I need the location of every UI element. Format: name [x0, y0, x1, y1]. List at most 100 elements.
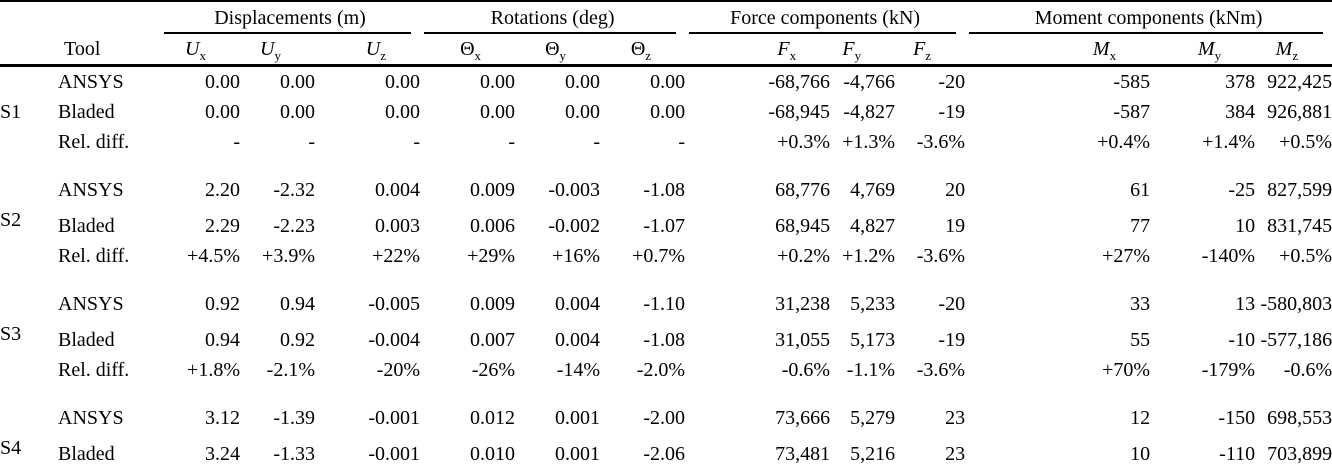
- value-cell: 0.004: [555, 328, 601, 351]
- group-header: Force components (kN): [685, 1, 965, 34]
- value-cell: 0.00: [385, 70, 421, 93]
- value-cell: +29%: [467, 244, 516, 267]
- value-cell: +1.2%: [842, 244, 896, 267]
- value-cell: 0.007: [470, 328, 516, 351]
- value-cell: +3.9%: [262, 244, 315, 267]
- column-header: Fz: [895, 34, 966, 67]
- value-cell: 0.004: [555, 292, 601, 315]
- value-cell: 5,216: [850, 442, 896, 465]
- column-header: Θx: [420, 34, 516, 67]
- table-row: Rel. diff. - - - - - - +0.3% +1.3% -3.6% +0.4% +1.4…: [0, 127, 1332, 157]
- value-cell: -26%: [471, 358, 516, 381]
- value-cell: +0.7%: [632, 244, 686, 267]
- tool-cell: Bladed: [58, 442, 115, 465]
- value-cell: 31,238: [775, 292, 831, 315]
- value-cell: 4,827: [850, 214, 896, 237]
- value-cell: -0.6%: [781, 358, 831, 381]
- value-cell: -1.08: [643, 178, 686, 201]
- value-cell: -20%: [376, 358, 421, 381]
- tool-cell: ANSYS: [58, 292, 124, 315]
- value-cell: 703,899: [1267, 442, 1332, 465]
- value-cell: 68,776: [775, 178, 831, 201]
- value-cell: 73,481: [775, 442, 831, 465]
- section-label: S1: [0, 100, 22, 123]
- value-cell: 19: [945, 214, 966, 237]
- value-cell: 5,173: [850, 328, 896, 351]
- value-cell: -150: [1218, 406, 1256, 429]
- column-subscript: x: [199, 47, 207, 63]
- value-cell: 55: [1130, 328, 1151, 351]
- section-label: S2: [0, 208, 22, 231]
- value-cell: 33: [1130, 292, 1151, 315]
- value-cell: -: [308, 130, 315, 153]
- value-cell: -1.08: [643, 328, 686, 351]
- value-cell: 23: [945, 406, 966, 429]
- value-cell: -68,945: [768, 100, 831, 123]
- value-cell: -140%: [1201, 244, 1256, 267]
- value-cell: -4,827: [843, 100, 896, 123]
- value-cell: 31,055: [775, 328, 831, 351]
- group-header: Displacements (m): [160, 1, 420, 34]
- value-cell: -110: [1219, 442, 1256, 465]
- tool-cell: ANSYS: [58, 178, 124, 201]
- value-cell: -20: [938, 292, 966, 315]
- value-cell: -2.0%: [636, 358, 686, 381]
- value-cell: -2.00: [643, 406, 686, 429]
- value-cell: -2.06: [643, 442, 686, 465]
- tool-cell: Bladed: [58, 100, 115, 123]
- value-cell: 922,425: [1267, 70, 1332, 93]
- value-cell: 0.003: [375, 214, 421, 237]
- value-cell: +22%: [372, 244, 421, 267]
- value-cell: +70%: [1102, 358, 1151, 381]
- value-cell: -587: [1113, 100, 1151, 123]
- value-cell: -3.6%: [916, 244, 966, 267]
- value-cell: +0.3%: [777, 130, 831, 153]
- value-cell: 0.00: [565, 100, 601, 123]
- tool-cell: Rel. diff.: [58, 358, 130, 381]
- value-cell: -179%: [1201, 358, 1256, 381]
- table-row: Bladed 0.94 0.92 -0.004 0.007 0.004 -1.08 31,05…: [0, 325, 1332, 355]
- column-subscript: x: [1109, 47, 1117, 63]
- value-cell: -0.001: [368, 406, 421, 429]
- value-cell: 0.00: [280, 100, 315, 123]
- value-cell: 0.00: [650, 100, 686, 123]
- value-cell: 3.24: [205, 442, 240, 465]
- value-cell: -68,766: [768, 70, 831, 93]
- column-header: Uz: [315, 34, 421, 67]
- value-cell: 0.009: [470, 178, 516, 201]
- value-cell: 698,553: [1267, 406, 1332, 429]
- table-row: S2 ANSYS 2.20 -2.32 0.004 0.009 -0.003 -1.08 68,…: [0, 157, 1332, 231]
- value-cell: 0.004: [375, 178, 421, 201]
- value-cell: 13: [1235, 292, 1256, 315]
- value-cell: 61: [1130, 178, 1151, 201]
- column-header: Θz: [600, 34, 686, 67]
- table-body: S1 ANSYS 0.00 0.00 0.00 0.00 0.00 0.00 -68,766 -4…: [0, 66, 1332, 465]
- value-cell: 2.20: [205, 178, 240, 201]
- value-cell: -20: [938, 70, 966, 93]
- column-subscript: z: [925, 47, 932, 63]
- section-column-header: [0, 34, 58, 67]
- value-cell: -1.39: [273, 406, 315, 429]
- column-symbol: F: [777, 37, 790, 60]
- column-header: Uy: [240, 34, 315, 67]
- value-cell: 5,279: [850, 406, 896, 429]
- value-cell: 0.92: [280, 328, 315, 351]
- value-cell: 23: [945, 442, 966, 465]
- value-cell: -577,186: [1260, 328, 1332, 351]
- value-cell: 5,233: [850, 292, 896, 315]
- tool-cell: Bladed: [58, 328, 115, 351]
- value-cell: +0.5%: [1279, 244, 1332, 267]
- value-cell: +1.3%: [842, 130, 896, 153]
- sub-header-row: Tool Ux Uy Uz Θx Θy Θz Fx Fy Fz Mx My Mz: [0, 34, 1332, 67]
- column-header: Ux: [160, 34, 240, 67]
- table-row: Bladed 2.29 -2.23 0.003 0.006 -0.002 -1.07 68,9…: [0, 211, 1332, 241]
- column-symbol: F: [913, 37, 926, 60]
- value-cell: 0.00: [480, 100, 516, 123]
- value-cell: -2.1%: [266, 358, 315, 381]
- column-subscript: z: [645, 47, 652, 63]
- corner-cell: [0, 1, 160, 34]
- value-cell: +0.4%: [1097, 130, 1151, 153]
- column-symbol: U: [185, 37, 200, 60]
- group-header: Rotations (deg): [420, 1, 685, 34]
- value-cell: -: [593, 130, 601, 153]
